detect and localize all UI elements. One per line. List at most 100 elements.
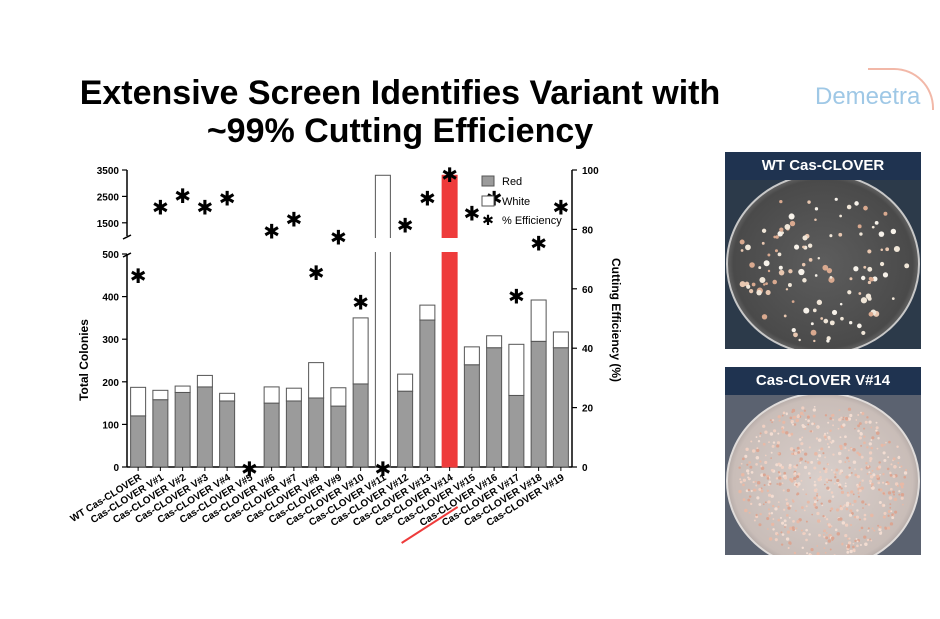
colony-dot (798, 268, 805, 276)
colony-dot (850, 523, 853, 527)
colony-dot (849, 321, 853, 325)
efficiency-marker: ✱ (530, 231, 547, 255)
colony-dot (880, 531, 883, 534)
colony-dot (875, 426, 879, 430)
colony-dot (828, 479, 830, 482)
colony-dot (848, 473, 851, 477)
colony-dot (825, 532, 828, 534)
colony-dot (808, 258, 813, 262)
colony-dot (883, 211, 888, 216)
colony-dot (768, 537, 773, 541)
bar-red (196, 386, 213, 468)
colony-dot (742, 498, 746, 502)
colony-dot (875, 429, 878, 432)
colony-dot (787, 283, 792, 288)
colony-dot (746, 463, 749, 466)
colony-dot (779, 199, 783, 204)
colony-dot (760, 466, 765, 470)
colony-dot (813, 488, 818, 493)
colony-dot (803, 465, 808, 469)
colony-dot (805, 528, 808, 532)
colony-dot (769, 482, 772, 485)
axis-break-mark (122, 234, 132, 240)
bar-red (530, 340, 547, 468)
colony-dot (882, 492, 885, 495)
colony-dot (740, 462, 743, 465)
colony-dot (822, 515, 825, 518)
colony-dot (751, 449, 756, 453)
efficiency-marker: ✱ (352, 291, 369, 315)
colony-dot (872, 473, 876, 477)
colony-dot (808, 533, 811, 536)
colony-dot (900, 485, 904, 489)
colony-dot (792, 449, 796, 452)
colony-dot (791, 421, 793, 424)
colony-dot (765, 289, 771, 296)
colony-dot (814, 218, 817, 222)
colony-dot (755, 436, 758, 438)
y2-axis-label: Cutting Efficiency (%) (609, 258, 623, 382)
colony-dot (816, 426, 819, 429)
colony-dot (850, 446, 852, 449)
logo-arc-icon (868, 68, 934, 110)
colony-dot (887, 482, 890, 486)
colony-dot (873, 529, 876, 532)
colony-dot (777, 501, 780, 504)
colony-dot (742, 483, 745, 487)
colony-dot (767, 508, 771, 511)
colony-dot (796, 519, 800, 524)
colony-dot (784, 224, 791, 230)
bar-red (508, 394, 525, 468)
colony-dot (824, 456, 827, 459)
colony-dot (739, 480, 743, 484)
colony-dot (749, 465, 753, 469)
colony-dot (818, 449, 821, 452)
colony-dot (792, 528, 795, 532)
colony-dot (764, 501, 767, 504)
colony-dot (796, 414, 800, 419)
colony-dot (805, 493, 808, 496)
colony-dot (905, 468, 908, 472)
colony-dot (802, 424, 806, 429)
colony-dot (807, 419, 810, 423)
colony-dot (761, 228, 767, 233)
colony-dot (758, 266, 762, 269)
colony-dot (884, 526, 887, 529)
colony-dot (849, 549, 853, 554)
bar-white (152, 389, 169, 401)
colony-dot (845, 475, 849, 479)
colony-dot (787, 506, 791, 510)
colony-dot (878, 525, 882, 529)
colony-dot (831, 439, 835, 443)
colony-dot (878, 461, 881, 464)
efficiency-marker: ✱ (308, 261, 325, 285)
colony-dot (856, 474, 860, 479)
bar-white (508, 343, 525, 396)
colony-dot (901, 482, 905, 486)
colony-dot (761, 314, 768, 320)
colony-dot (768, 512, 771, 515)
colony-dot (818, 454, 822, 458)
colony-dot (896, 484, 899, 487)
bar-white (352, 317, 369, 385)
colony-dot (777, 452, 780, 455)
bar-red (419, 319, 436, 468)
colony-dot (852, 493, 855, 496)
colony-dot (887, 526, 891, 530)
colony-dot (766, 528, 769, 530)
colony-dot (760, 487, 763, 490)
colony-dot (842, 416, 845, 419)
colony-dot (890, 228, 897, 235)
bar-red (397, 390, 414, 468)
colony-dot (811, 513, 813, 516)
colony-dot (816, 545, 819, 547)
colony-dot (839, 436, 842, 439)
colony-dot (860, 526, 864, 530)
colony-dot (781, 231, 784, 235)
colony-dot (756, 448, 760, 453)
colony-dot (798, 338, 801, 342)
colony-dot (813, 480, 816, 483)
colony-dot (789, 416, 793, 420)
colony-dot (794, 509, 797, 512)
colony-dot (792, 423, 794, 426)
